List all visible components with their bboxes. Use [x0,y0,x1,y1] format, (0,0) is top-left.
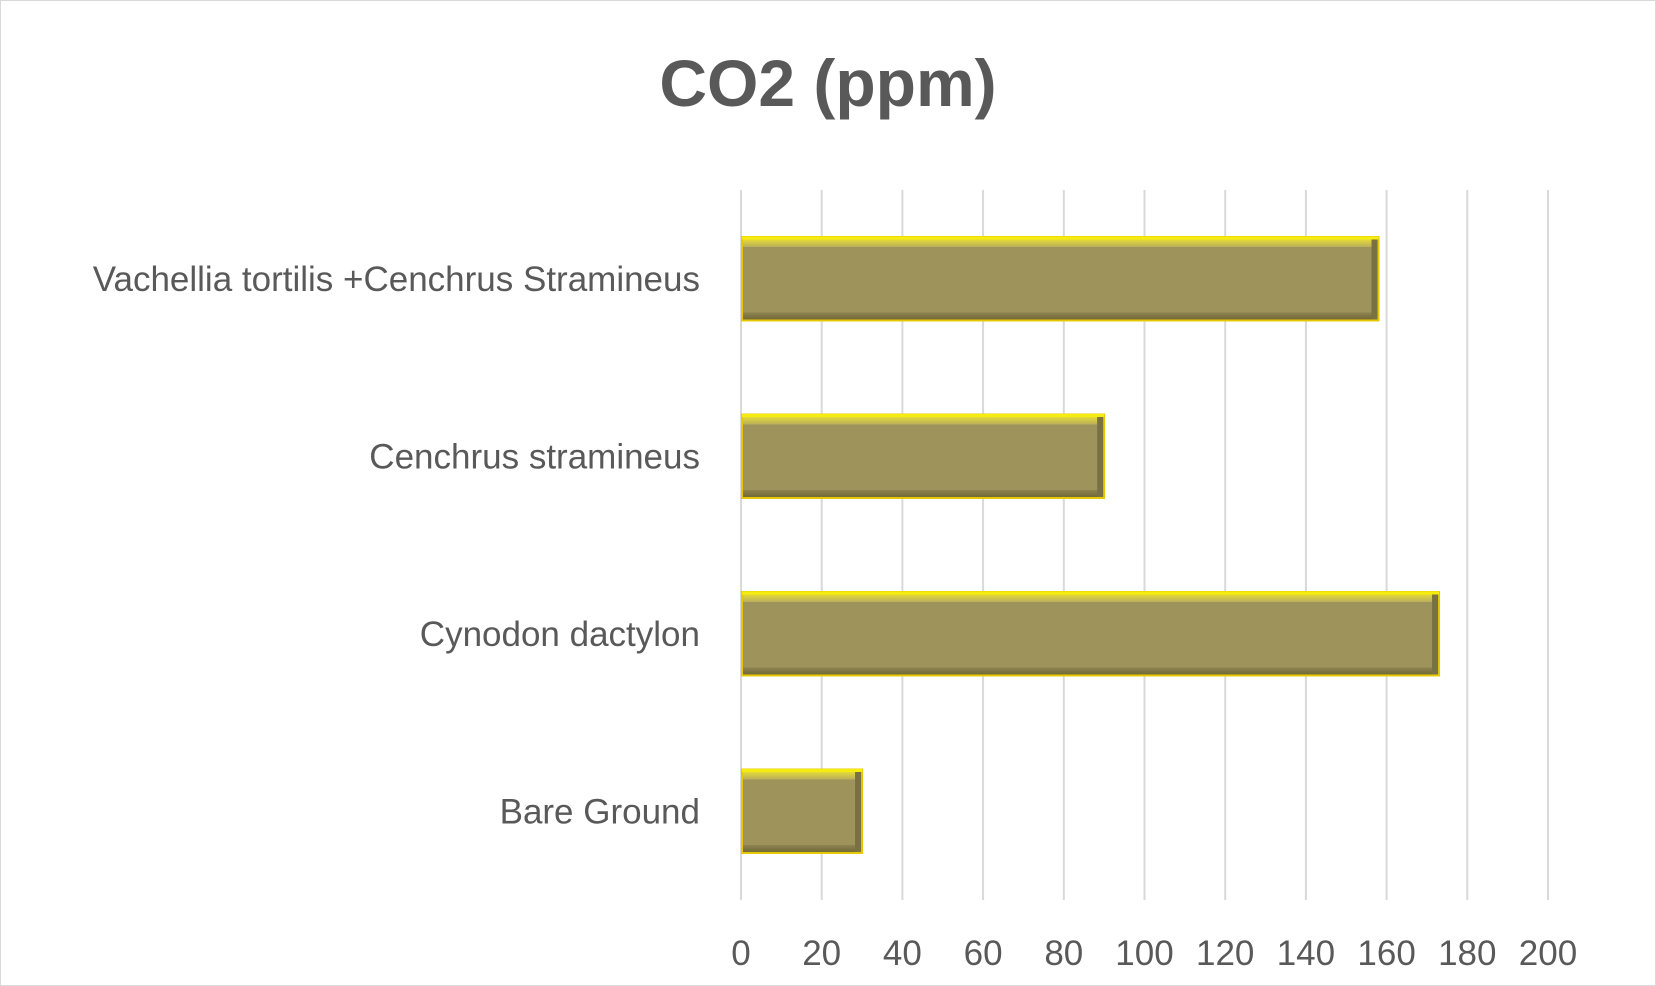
bar-bottom-bevel [742,667,1440,676]
category-label: Vachellia tortilis +Cenchrus Stramineus [93,260,700,299]
x-tick-label: 180 [1438,934,1496,973]
x-tick-label: 60 [964,934,1003,973]
x-tick-label: 120 [1196,934,1254,973]
category-label: Cynodon dactylon [420,615,700,654]
bar-right-bevel [1432,592,1440,676]
bar-fill [742,592,1440,676]
bar-top-bevel [742,414,1105,425]
bar-top-bevel [742,592,1440,603]
category-label: Bare Ground [500,792,700,831]
bar-fill [742,769,863,853]
category-label: Cenchrus stramineus [369,437,700,476]
chart-title: CO2 (ppm) [659,46,996,120]
bar-bottom-bevel [742,312,1379,321]
x-tick-label: 40 [883,934,922,973]
x-tick-label: 200 [1519,934,1577,973]
x-tick-label: 20 [802,934,841,973]
x-tick-label: 80 [1044,934,1083,973]
category-labels: Bare Ground Cynodon dactylon Cenchrus stra… [93,260,700,832]
x-tick-label: 100 [1115,934,1173,973]
x-axis-tick-labels: 0 20 40 60 80 100 120 140 160 180 200 [731,934,1577,973]
bar-bottom-bevel [742,489,1105,498]
bar-right-bevel [1371,237,1379,321]
bar-right-bevel [855,769,863,853]
x-tick-label: 0 [731,934,750,973]
bar-top-bevel [742,769,863,780]
bar [741,768,864,854]
bar [741,591,1441,677]
bar-bottom-bevel [742,844,863,853]
bars [741,236,1441,854]
x-tick-label: 160 [1357,934,1415,973]
bar [741,236,1380,322]
bar-right-bevel [1097,414,1105,498]
bar-fill [742,237,1379,321]
bar-fill [742,414,1105,498]
bar-top-bevel [742,237,1379,248]
x-tick-label: 140 [1277,934,1335,973]
bar [741,413,1106,499]
